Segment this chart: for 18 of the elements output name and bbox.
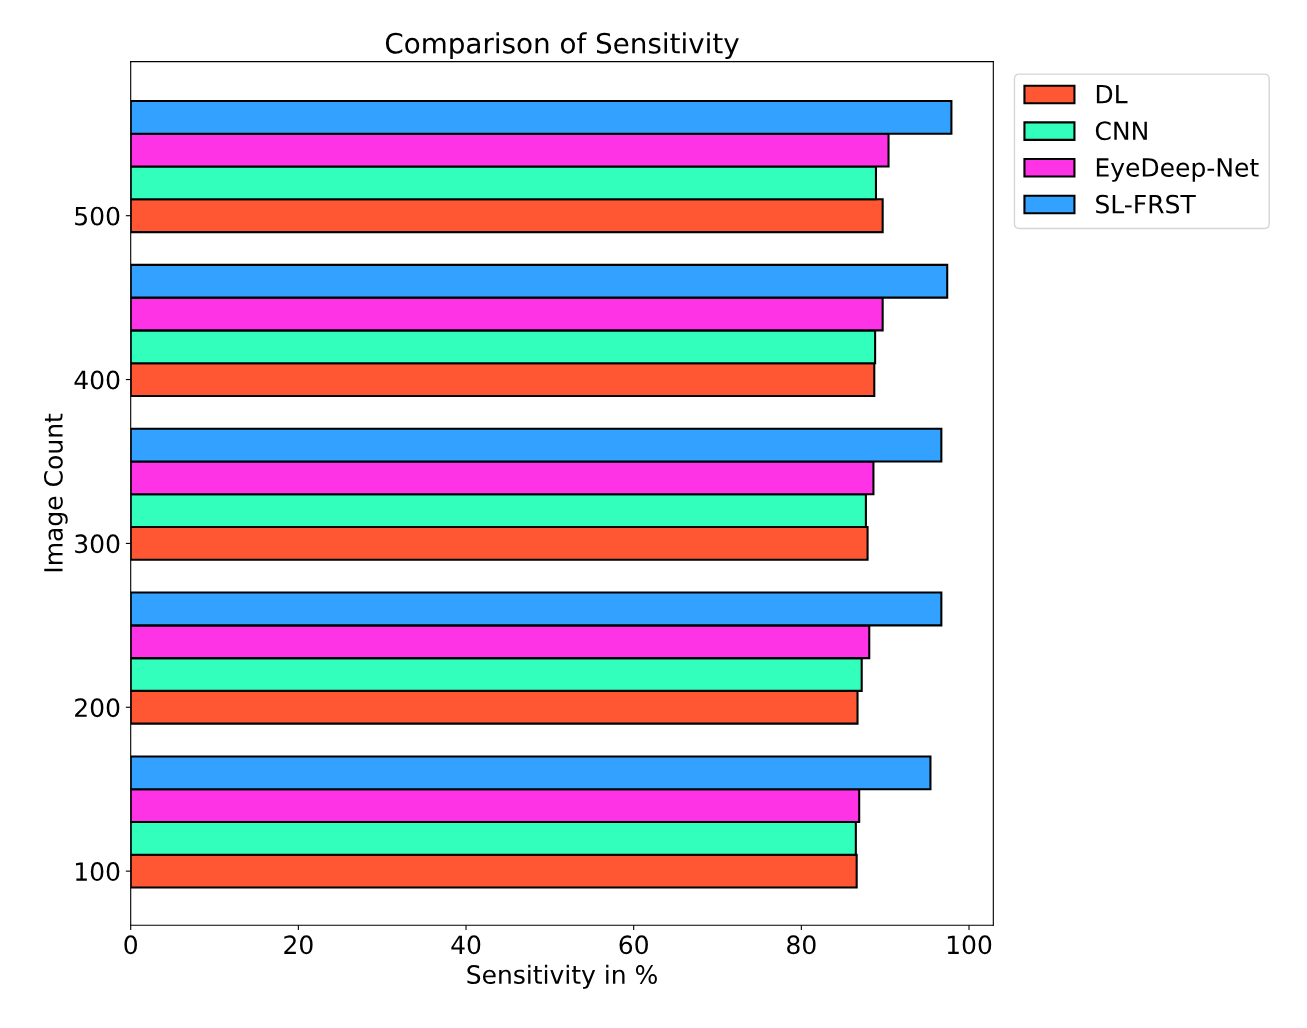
- chart-title: Comparison of Sensitivity: [385, 32, 739, 60]
- legend-label: CNN: [1095, 121, 1147, 141]
- y-tick-label: 400: [74, 370, 120, 390]
- x-tick-label: 100: [947, 935, 992, 955]
- y-tick-label: 100: [76, 862, 120, 881]
- y-tick-label: 300: [75, 534, 120, 554]
- x-axis-title: Sensitivity in %: [467, 964, 657, 989]
- legend-label: EyeDeep-Net: [1096, 158, 1259, 182]
- y-tick-label: 500: [75, 206, 120, 226]
- legend-label: SL-FRST: [1096, 194, 1196, 214]
- y-tick-label: 200: [75, 698, 120, 718]
- y-axis-title: Image Count: [43, 413, 68, 572]
- x-tick-label: 40: [451, 935, 481, 955]
- x-tick-label: 80: [787, 935, 816, 955]
- legend-label: DL: [1096, 84, 1128, 104]
- x-tick-label: 60: [619, 935, 648, 955]
- x-tick-label: 0: [124, 935, 137, 955]
- x-tick-label: 20: [284, 935, 313, 955]
